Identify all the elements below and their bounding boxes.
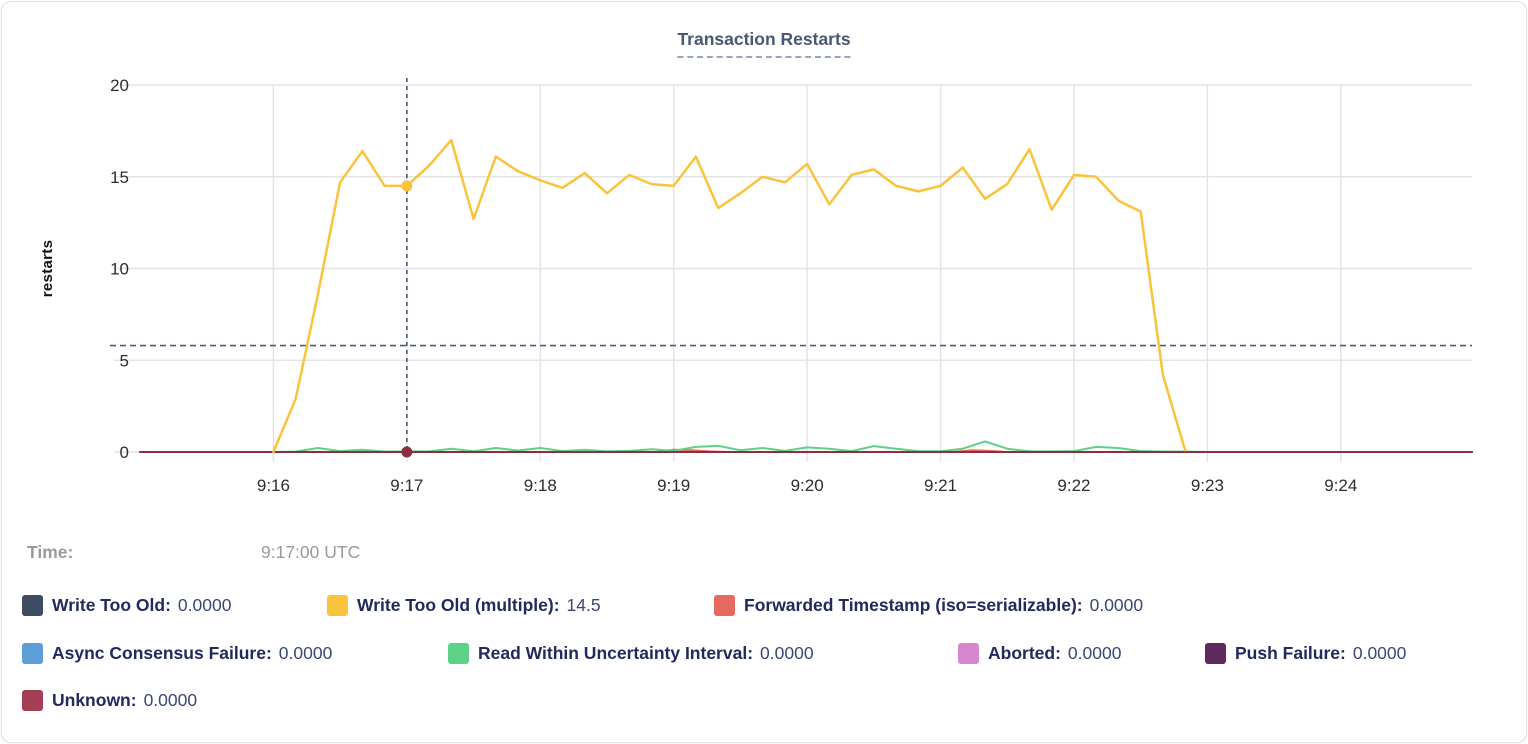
y-tick-label: 10 [110,260,129,279]
legend-swatch [1205,642,1226,664]
legend-label: Push Failure: [1235,642,1346,663]
x-tick-label: 9:16 [257,476,290,495]
legend-swatch [714,594,735,616]
crosshair-dot-unknown [401,446,413,458]
legend-item-read-within-uncertainty: Read Within Uncertainty Interval: 0.0000 [448,642,814,664]
legend-item-write-too-old-multiple: Write Too Old (multiple): 14.5 [327,594,601,616]
legend-item-push-failure: Push Failure: 0.0000 [1205,642,1406,664]
legend-swatch [22,642,43,664]
legend-item-unknown: Unknown: 0.0000 [22,689,197,711]
legend-item-async-consensus-failure: Async Consensus Failure: 0.0000 [22,642,332,664]
chart-title[interactable]: Transaction Restarts [677,29,851,58]
y-tick-label: 0 [120,443,129,462]
legend-value: 0.0000 [177,594,232,615]
legend-label: Write Too Old: [52,594,171,615]
y-axis-label: restarts [39,240,56,297]
legend-label: Read Within Uncertainty Interval: [478,642,754,663]
x-tick-label: 9:18 [524,476,557,495]
legend-swatch [22,594,43,616]
legend-value: 0.0000 [143,689,198,710]
legend-swatch [327,594,348,616]
legend-label: Forwarded Timestamp (iso=serializable): [744,594,1083,615]
x-tick-label: 9:20 [791,476,824,495]
legend-value: 14.5 [566,594,601,615]
legend-value: 0.0000 [1352,642,1407,663]
crosshair-dot-write-too-old-multiple- [401,180,413,192]
y-tick-label: 15 [110,168,129,187]
y-tick-label: 5 [120,351,129,370]
legend-value: 0.0000 [1089,594,1144,615]
transaction-restarts-chart[interactable]: 0 5 10 15 20 9:16 9:17 9:18 9:19 9:20 9:21 9:22 9:23… [2,2,1528,522]
time-value: 9:17:00 UTC [261,542,361,562]
legend-swatch [448,642,469,664]
legend-label: Unknown: [52,689,137,710]
legend-label: Aborted: [988,642,1061,663]
x-tick-label: 9:21 [924,476,957,495]
legend-item-forwarded-timestamp: Forwarded Timestamp (iso=serializable): … [714,594,1143,616]
series-line-read-within-uncertainty-interval [272,440,1209,453]
legend-label: Write Too Old (multiple): [357,594,560,615]
x-tick-label: 9:23 [1191,476,1224,495]
x-tick-label: 9:19 [657,476,690,495]
legend-label: Async Consensus Failure: [52,642,272,663]
legend-item-write-too-old: Write Too Old: 0.0000 [22,594,231,616]
legend-swatch [22,689,43,711]
x-tick-label: 9:24 [1324,476,1357,495]
legend-value: 0.0000 [1067,642,1122,663]
series-line-write-too-old-multiple- [272,138,1187,454]
legend-item-aborted: Aborted: 0.0000 [958,642,1121,664]
legend-value: 0.0000 [278,642,333,663]
x-tick-label: 9:22 [1057,476,1090,495]
y-tick-label: 20 [110,76,129,95]
x-tick-label: 9:17 [390,476,423,495]
time-label: Time: [27,542,74,562]
legend-swatch [958,642,979,664]
legend-value: 0.0000 [760,642,814,663]
